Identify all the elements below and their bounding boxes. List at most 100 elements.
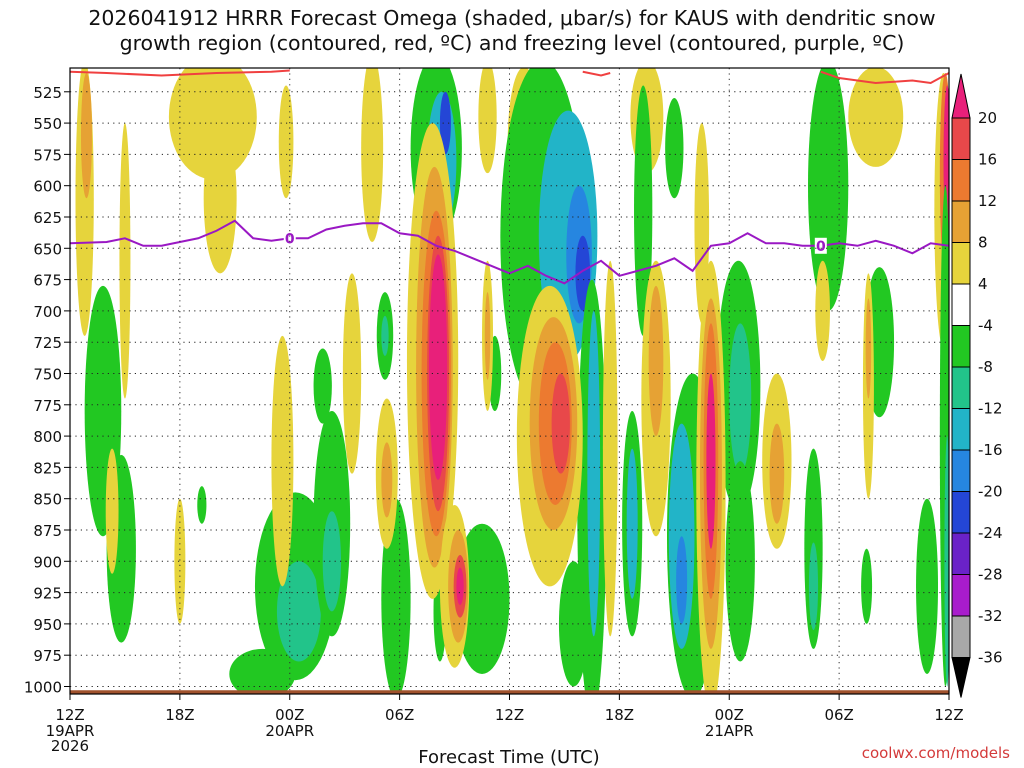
colorbar-level-label: -4: [978, 317, 993, 335]
y-tick-label: 925: [33, 585, 62, 603]
omega-region-45: [676, 536, 688, 624]
y-tick-label: 625: [33, 209, 62, 227]
omega-region-42: [626, 448, 638, 599]
dgz-contour-line-0: [70, 69, 290, 77]
x-tick-label: 18Z: [165, 706, 194, 724]
y-tick-label: 725: [33, 334, 62, 352]
colorbar-level-label: -12: [978, 400, 1003, 418]
colorbar-bin-4: [951, 242, 971, 285]
omega-region-21: [313, 348, 332, 424]
colorbar-level-label: 20: [978, 109, 997, 127]
colorbar-level-label: 8: [978, 234, 988, 252]
dgz-contour-line-1: [582, 70, 611, 77]
y-tick-label: 850: [33, 491, 62, 509]
omega-region-17: [197, 486, 207, 524]
omega-region-87: [769, 423, 785, 524]
colorbar-level-label: -32: [978, 607, 1003, 625]
y-tick-label: 950: [33, 616, 62, 634]
y-tick-label: 975: [33, 647, 62, 665]
omega-region-68: [428, 254, 448, 480]
x-tick-label: 12Z: [495, 706, 524, 724]
x-tick-date-label: 19APR: [46, 722, 95, 740]
y-tick-label: 675: [33, 272, 62, 290]
pressure-axis: 525 550 575 600 625 650 675 700 725 750 775 800 825 8…: [24, 84, 70, 696]
y-tick-label: 900: [33, 553, 62, 571]
colorbar-bin-6: [951, 325, 971, 368]
omega-region-79: [602, 260, 618, 637]
omega-region-5: [278, 85, 294, 199]
freezing-label-bg: [283, 230, 296, 247]
omega-region-46: [665, 98, 684, 199]
x-tick-label: 00Z: [275, 706, 304, 724]
omega-region-72: [456, 567, 464, 606]
omega-shading: [75, 68, 949, 694]
colorbar-bin-13: [951, 615, 971, 658]
colorbar-level-label: -20: [978, 483, 1003, 501]
colorbar-top-triangle: [951, 73, 971, 119]
omega-region-11: [848, 68, 904, 167]
colorbar-level-label: -16: [978, 441, 1003, 459]
omega-region-53: [861, 548, 873, 624]
omega-region-4: [203, 123, 237, 274]
omega-region-85: [706, 373, 716, 549]
x-axis-title: Forecast Time (UTC): [418, 747, 599, 768]
omega-region-48: [729, 323, 752, 474]
colorbar-bin-10: [951, 491, 971, 534]
colorbar-level-label: 12: [978, 192, 997, 210]
freezing-level-line: [70, 219, 949, 285]
colorbar-bin-1: [951, 117, 971, 160]
x-tick-label: 18Z: [605, 706, 634, 724]
x-tick-date-label: 20APR: [265, 722, 314, 740]
omega-region-90: [865, 298, 872, 399]
y-tick-label: 750: [33, 365, 62, 383]
colorbar-legend: 20 16 12 8 4 -4 -8 -12 -16 -20 -24 -28 -32 -36: [951, 73, 1003, 698]
omega-region-6: [361, 68, 384, 242]
omega-region-63: [381, 442, 393, 518]
x-tick-date-label: 2026: [51, 737, 89, 755]
y-tick-label: 875: [33, 522, 62, 540]
omega-region-61: [342, 273, 362, 474]
colorbar-bin-9: [951, 449, 971, 492]
gridlines: [70, 68, 949, 694]
colorbar-level-label: 4: [978, 275, 988, 293]
omega-region-55: [916, 498, 939, 674]
omega-region-40: [634, 85, 653, 336]
omega-region-7: [478, 68, 497, 174]
y-tick-label: 700: [33, 303, 62, 321]
y-tick-label: 525: [33, 84, 62, 102]
omega-region-51: [808, 542, 819, 631]
colorbar-bin-8: [951, 408, 971, 451]
y-tick-label: 550: [33, 115, 62, 133]
omega-region-81: [648, 285, 664, 437]
colorbar-bin-11: [951, 532, 971, 575]
colorbar-level-label: -36: [978, 649, 1003, 667]
omega-region-23: [322, 511, 342, 612]
colorbar-level-label: -28: [978, 566, 1003, 584]
omega-region-20: [276, 561, 321, 662]
freezing-level-label: 0: [285, 231, 295, 247]
dgz-contour-line-2: [820, 70, 949, 85]
omega-region-1: [80, 73, 92, 199]
x-tick-label: 06Z: [824, 706, 853, 724]
omega-region-74: [484, 292, 491, 380]
colorbar-level-label: -8: [978, 358, 993, 376]
omega-region-78: [551, 373, 570, 474]
surface-band: [70, 690, 949, 694]
y-tick-label: 825: [33, 459, 62, 477]
y-tick-label: 650: [33, 240, 62, 258]
omega-region-60: [271, 335, 294, 587]
colorbar-bottom-triangle: [951, 657, 971, 698]
omega-region-3: [168, 68, 257, 180]
colorbar-level-label: -24: [978, 524, 1003, 542]
omega-region-36: [575, 235, 591, 311]
y-tick-label: 1000: [24, 678, 62, 696]
x-tick-date-label: 21APR: [705, 722, 754, 740]
x-tick-label: 12Z: [55, 706, 84, 724]
colorbar-bin-2: [951, 159, 971, 202]
colorbar-bin-5: [951, 283, 971, 326]
omega-region-25: [381, 315, 389, 356]
source-credit: coolwx.com/models: [861, 744, 1010, 762]
y-tick-label: 575: [33, 146, 62, 164]
